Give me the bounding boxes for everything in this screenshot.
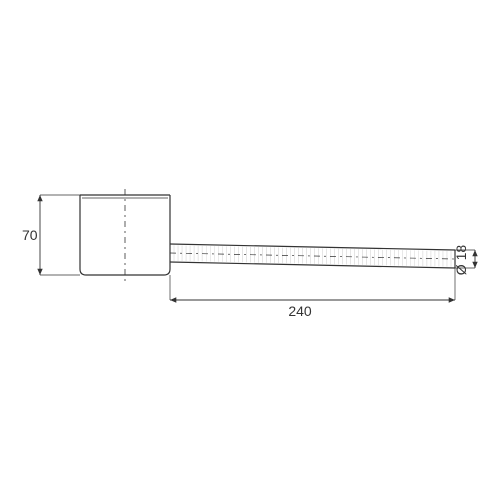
technical-drawing: 70 240 Ø 18 (0, 0, 500, 500)
dim-height-label: 70 (22, 227, 38, 243)
shaft-outline (170, 244, 455, 268)
cup-outline (80, 189, 170, 281)
dimensions: 70 240 Ø 18 (22, 195, 475, 319)
dim-diameter-label: Ø 18 (453, 245, 469, 276)
dim-length-label: 240 (288, 303, 312, 319)
